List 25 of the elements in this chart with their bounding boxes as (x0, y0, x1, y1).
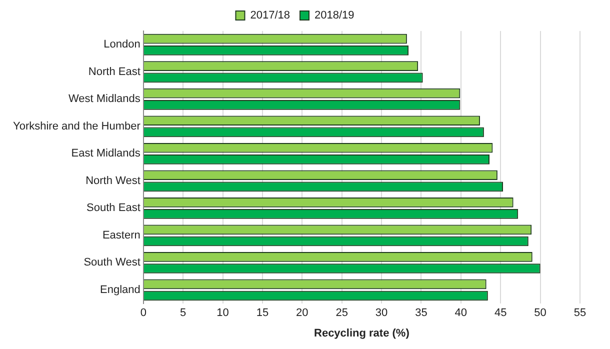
y-tick-label: London (104, 38, 140, 51)
x-tick-label: 25 (336, 307, 348, 320)
legend-label: 2018/19 (314, 10, 354, 22)
x-tick-label: 35 (415, 307, 428, 320)
y-tick-label: England (100, 284, 140, 296)
x-tick-label: 40 (454, 307, 468, 320)
y-tick-label: North West (86, 174, 140, 187)
x-tick-label: 20 (296, 307, 308, 320)
y-tick-label: Yorkshire and the Humber (12, 120, 141, 132)
x-tick-label: 0 (140, 307, 146, 320)
x-tick-label: 5 (180, 307, 186, 320)
x-tick-label: 10 (216, 307, 229, 320)
x-tick-label: 15 (256, 307, 269, 320)
y-tick-label: South East (86, 202, 140, 214)
y-tick-label: East Midlands (71, 148, 141, 160)
y-tick-label: West Midlands (68, 93, 141, 106)
y-tick-label: Eastern (102, 229, 140, 242)
x-tick-label: 30 (375, 307, 388, 320)
x-axis-title: Recycling rate (%) (314, 327, 410, 340)
y-tick-label: North East (88, 66, 140, 78)
y-tick-label: South West (84, 256, 140, 269)
x-tick-label: 45 (494, 307, 507, 320)
x-tick-label: 50 (534, 307, 546, 320)
legend-label: 2017/18 (250, 10, 290, 22)
x-tick-label: 55 (574, 307, 586, 320)
